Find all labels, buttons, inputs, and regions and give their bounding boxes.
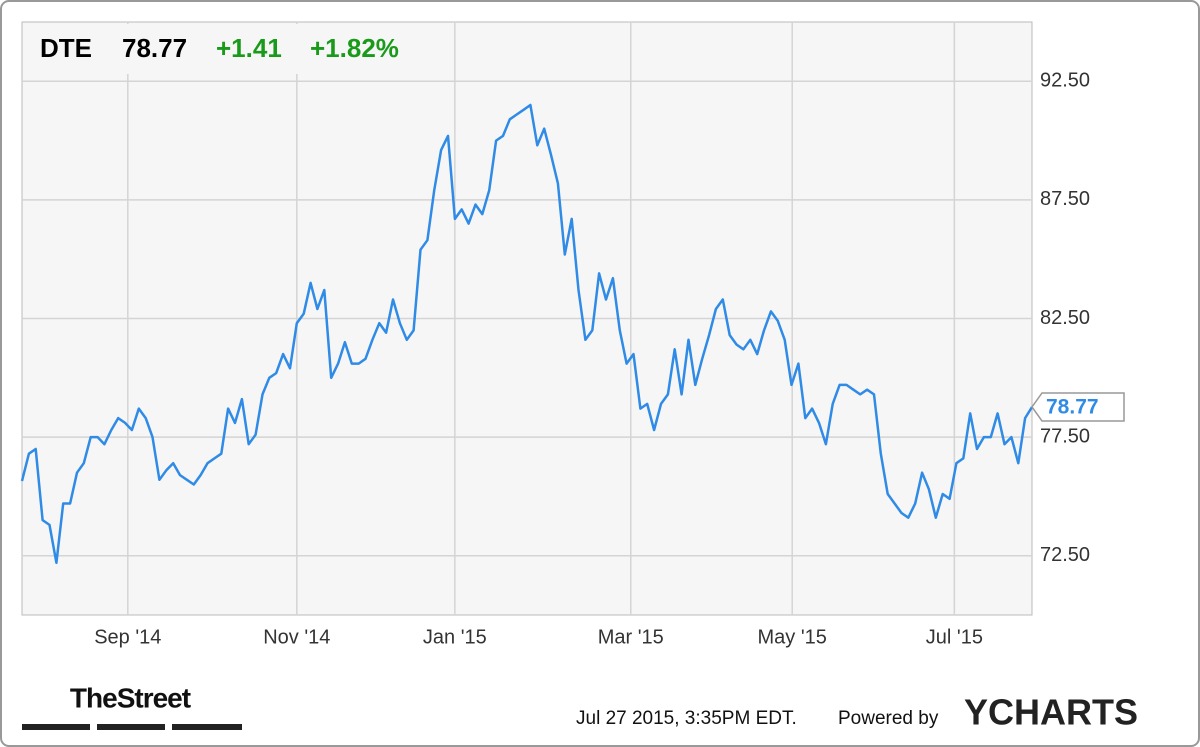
timestamp: Jul 27 2015, 3:35PM EDT. — [576, 708, 797, 729]
y-tick-label: 87.50 — [1040, 188, 1090, 210]
y-tick-label: 92.50 — [1040, 70, 1090, 92]
x-tick-label: Nov '14 — [263, 626, 330, 648]
logo-bar — [97, 724, 165, 730]
price-line — [20, 103, 1034, 565]
change-pct: +1.82% — [310, 33, 399, 63]
brand: YCHARTS — [964, 692, 1138, 733]
last-value-box — [1031, 392, 1125, 422]
y-tick-label: 72.50 — [1040, 544, 1090, 566]
x-tick-label: Jul '15 — [926, 626, 983, 648]
powered-by: Powered by — [838, 708, 939, 729]
source-logo: TheStreet — [70, 682, 191, 713]
price: 78.77 — [122, 33, 187, 63]
grid — [22, 22, 1032, 615]
logo-bar — [172, 724, 242, 730]
y-tick-label: 77.50 — [1040, 425, 1090, 447]
lines — [20, 103, 1034, 565]
logo-bar — [22, 724, 90, 730]
header-box — [24, 24, 436, 74]
change: +1.41 — [216, 33, 282, 63]
x-tick-label: Jan '15 — [423, 626, 487, 648]
x-tick-label: May '15 — [758, 626, 827, 648]
ticker: DTE — [40, 33, 92, 63]
x-tick-label: Mar '15 — [598, 626, 664, 648]
x-tick-label: Sep '14 — [94, 626, 161, 648]
y-tick-label: 82.50 — [1040, 307, 1090, 329]
last-value-label: 78.77 — [1046, 396, 1099, 419]
